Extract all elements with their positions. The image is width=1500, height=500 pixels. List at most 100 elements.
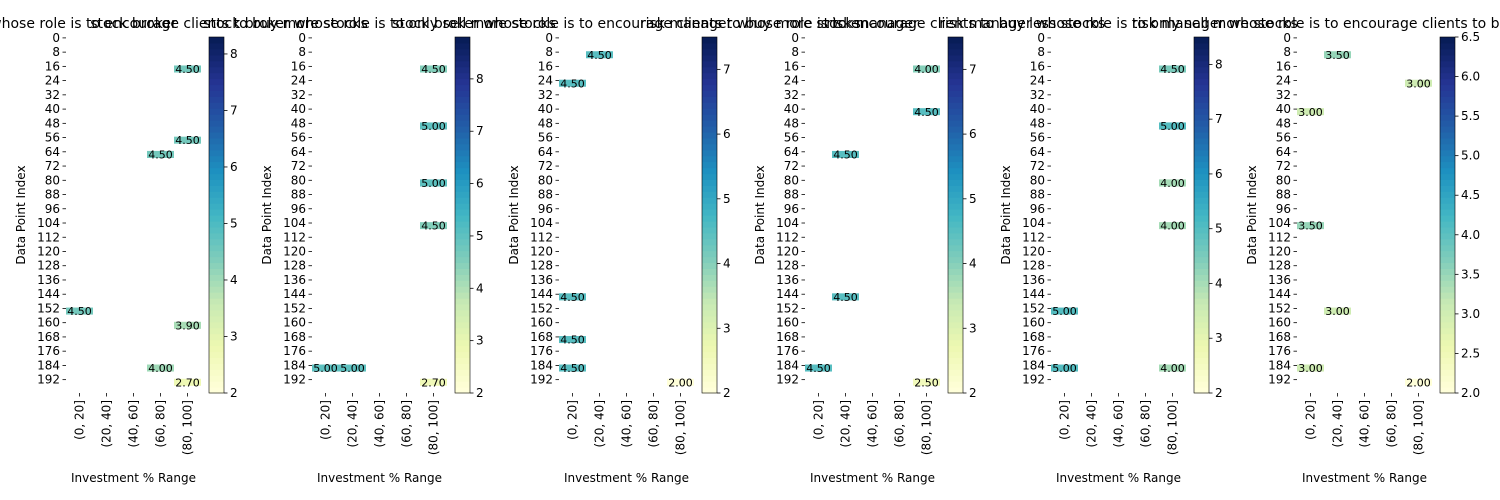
heatmap-cell bbox=[1132, 129, 1159, 137]
heatmap-cell bbox=[420, 378, 447, 386]
heatmap-cell bbox=[1378, 115, 1405, 123]
heatmap-cell bbox=[1405, 122, 1432, 130]
heatmap-cell bbox=[640, 293, 667, 301]
heatmap-cell bbox=[174, 200, 201, 208]
heatmap-cell bbox=[1297, 179, 1324, 187]
heatmap-cell bbox=[886, 307, 913, 315]
heatmap-cell bbox=[1132, 172, 1159, 180]
heatmap-cell bbox=[1105, 101, 1132, 109]
heatmap-cell bbox=[1297, 122, 1324, 130]
colorbar-segment bbox=[1194, 60, 1209, 68]
heatmap-cell bbox=[312, 336, 339, 344]
heatmap-cell bbox=[613, 271, 640, 280]
heatmap-panel bbox=[308, 36, 474, 397]
y-tick-label: 176 bbox=[37, 344, 60, 358]
heatmap-cell bbox=[1378, 314, 1405, 322]
colorbar-segment bbox=[1194, 381, 1209, 388]
cell-annotation: 4.50 bbox=[560, 362, 585, 375]
heatmap-cell bbox=[1105, 307, 1132, 315]
panel-title: stock broker bbox=[90, 16, 177, 32]
y-tick-label: 96 bbox=[1030, 202, 1045, 216]
cell-annotation: 4.50 bbox=[833, 148, 858, 161]
heatmap-cell bbox=[93, 129, 120, 137]
heatmap-cell bbox=[1078, 150, 1105, 159]
colorbar-segment bbox=[209, 167, 224, 175]
heatmap-cell bbox=[1078, 65, 1105, 73]
colorbar-segment bbox=[702, 114, 717, 121]
heatmap-cell bbox=[640, 257, 667, 265]
heatmap-cell bbox=[420, 86, 447, 94]
heatmap-cell bbox=[586, 300, 613, 308]
heatmap-cell bbox=[66, 179, 93, 187]
heatmap-cell bbox=[1378, 79, 1405, 87]
heatmap-cell bbox=[586, 257, 613, 265]
colorbar-tick-label: 6.0 bbox=[1461, 70, 1480, 84]
cell-annotation: 2.50 bbox=[914, 376, 939, 389]
heatmap-cell bbox=[174, 150, 201, 159]
heatmap-cell bbox=[1105, 37, 1132, 45]
cell-annotation: 4.50 bbox=[175, 63, 200, 76]
colorbar-segment bbox=[948, 215, 963, 222]
heatmap-cell bbox=[559, 215, 586, 223]
heatmap-cell bbox=[805, 243, 832, 251]
heatmap-cell bbox=[1378, 279, 1405, 287]
heatmap-cell bbox=[1051, 343, 1078, 351]
heatmap-cell bbox=[913, 336, 940, 344]
heatmap-cell bbox=[640, 343, 667, 351]
heatmap-cell bbox=[859, 257, 886, 265]
colorbar-tick-label: 6 bbox=[476, 177, 484, 191]
colorbar-segment bbox=[1440, 155, 1455, 163]
heatmap-cell bbox=[859, 129, 886, 137]
heatmap-cell bbox=[93, 72, 120, 80]
heatmap-cell bbox=[832, 86, 859, 94]
colorbar-segment bbox=[1440, 167, 1455, 175]
heatmap-cell bbox=[913, 307, 940, 315]
colorbar-segment bbox=[948, 274, 963, 281]
colorbar-segment bbox=[209, 309, 224, 317]
heatmap-cell bbox=[613, 286, 640, 294]
y-tick-label: 120 bbox=[37, 244, 60, 258]
y-tick-label: 104 bbox=[1268, 216, 1291, 230]
colorbar-segment bbox=[1194, 375, 1209, 382]
x-tick-label: (40, 60] bbox=[1358, 400, 1372, 448]
heatmap-cell bbox=[667, 293, 694, 301]
heatmap-cell bbox=[913, 229, 940, 237]
heatmap-cell bbox=[886, 385, 913, 393]
colorbar-segment bbox=[209, 381, 224, 388]
heatmap-cell bbox=[832, 215, 859, 223]
colorbar-segment bbox=[1194, 66, 1209, 74]
colorbar-segment bbox=[455, 54, 470, 62]
heatmap-cell bbox=[886, 44, 913, 52]
heatmap-cell bbox=[586, 385, 613, 393]
heatmap-cell bbox=[1324, 328, 1351, 337]
heatmap-cell bbox=[886, 65, 913, 73]
heatmap-cell bbox=[93, 37, 120, 45]
colorbar-segment bbox=[702, 131, 717, 139]
heatmap-cell bbox=[1351, 115, 1378, 123]
heatmap-cell bbox=[1378, 250, 1405, 258]
heatmap-cell bbox=[667, 229, 694, 237]
heatmap-cell bbox=[667, 314, 694, 322]
heatmap-cell bbox=[1132, 314, 1159, 322]
heatmap-cell bbox=[1051, 79, 1078, 87]
heatmap-panel bbox=[62, 36, 228, 397]
colorbar-segment bbox=[209, 90, 224, 97]
cell-annotation: 4.50 bbox=[806, 362, 831, 375]
heatmap-cell bbox=[312, 86, 339, 94]
heatmap-cell bbox=[886, 215, 913, 223]
heatmap-cell bbox=[174, 108, 201, 116]
heatmap-cell bbox=[1105, 343, 1132, 351]
heatmap-cell bbox=[1078, 264, 1105, 272]
cell-annotation: 5.00 bbox=[1052, 362, 1077, 375]
heatmap-cell bbox=[66, 150, 93, 159]
colorbar-segment bbox=[209, 268, 224, 275]
colorbar-segment bbox=[209, 226, 224, 234]
colorbar-segment bbox=[1440, 84, 1455, 91]
heatmap-cell bbox=[613, 293, 640, 301]
colorbar-segment bbox=[209, 250, 224, 258]
colorbar-segment bbox=[702, 120, 717, 127]
colorbar-segment bbox=[1194, 167, 1209, 175]
heatmap-cell bbox=[66, 321, 93, 329]
heatmap-cell bbox=[420, 229, 447, 237]
heatmap-cell bbox=[832, 172, 859, 180]
